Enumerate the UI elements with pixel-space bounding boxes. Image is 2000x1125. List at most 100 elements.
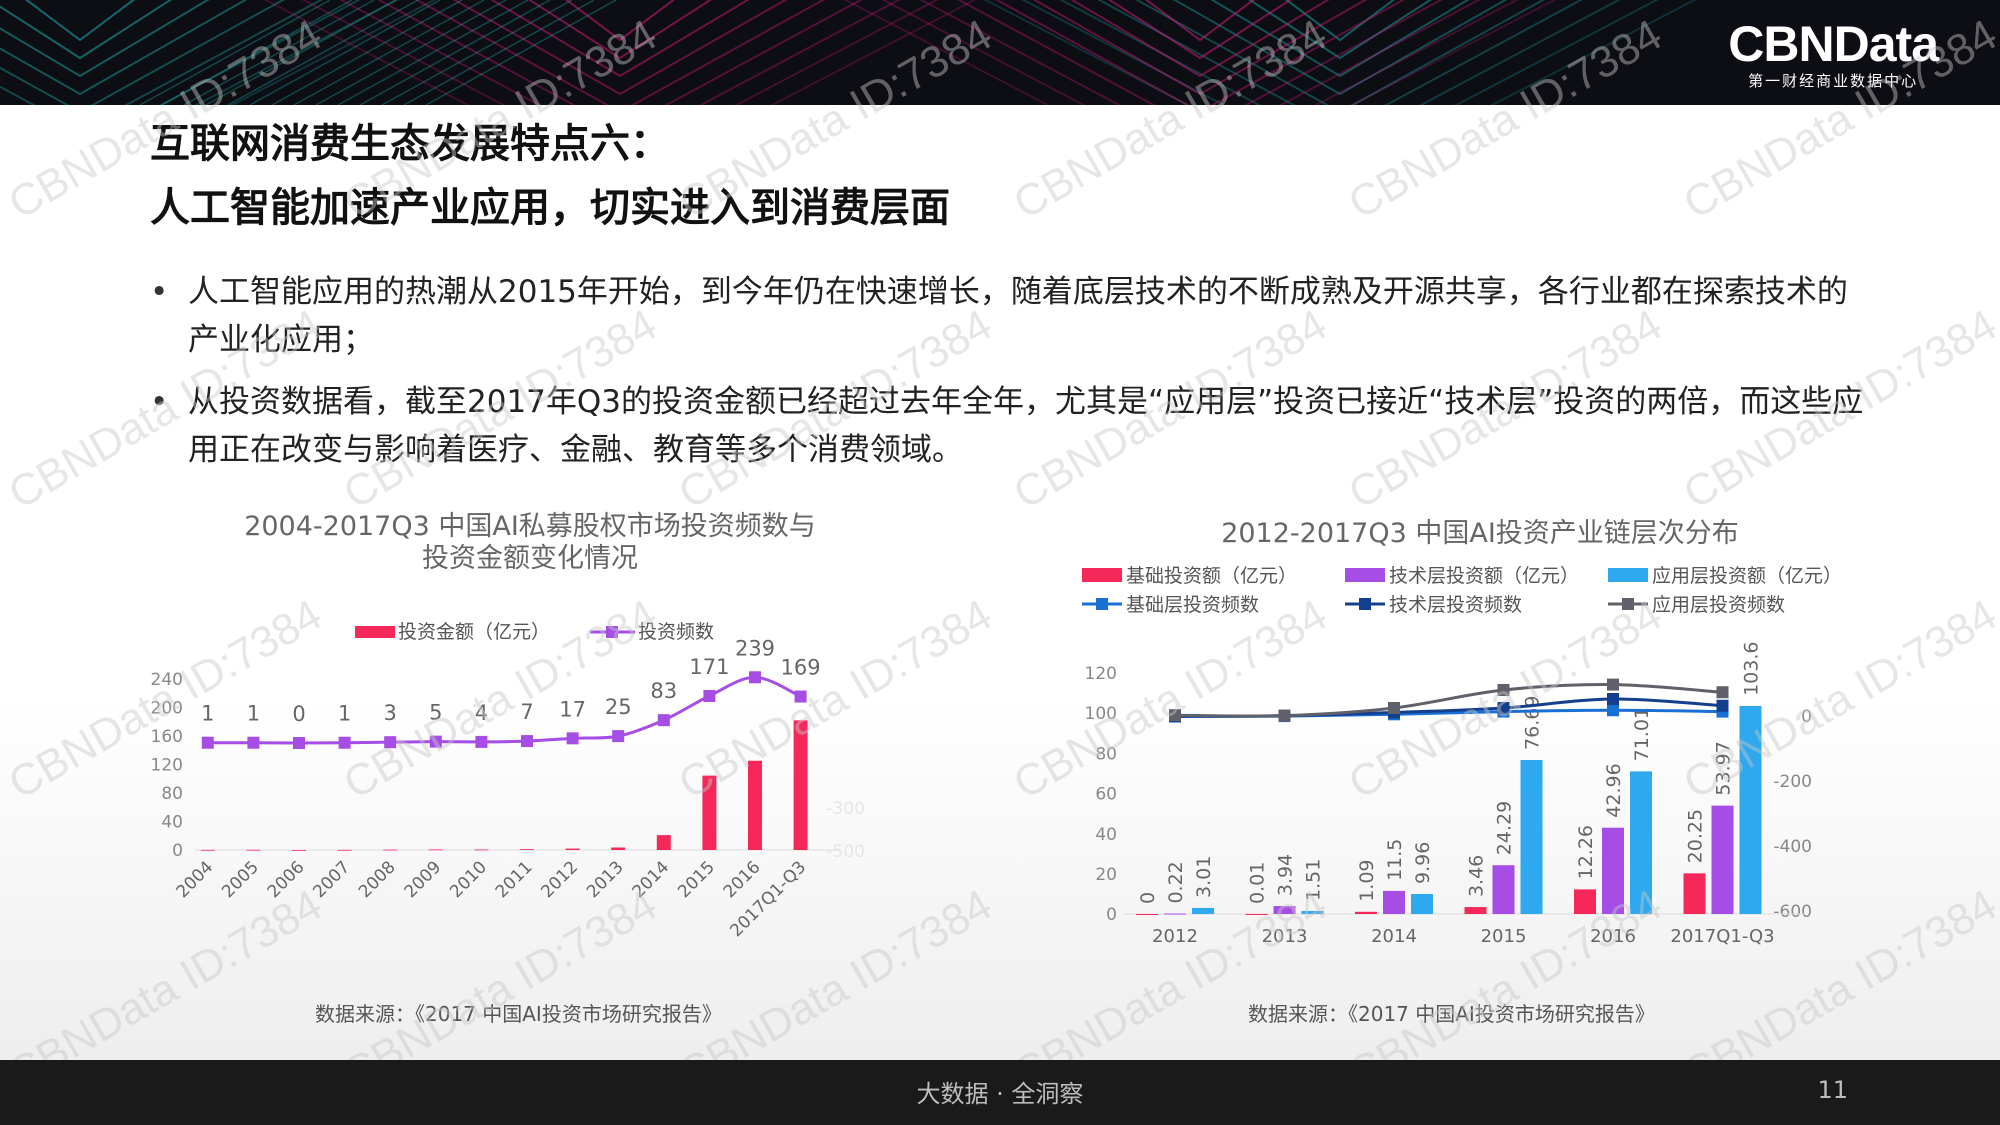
bar-basic: [1683, 873, 1706, 914]
banner-triangle: [301, 0, 939, 105]
bar-data-label: 20.25: [1685, 809, 1707, 863]
bar-investment: [656, 835, 671, 850]
x-tick-label: 2015: [674, 857, 719, 902]
bar-data-label: 103.6: [1741, 642, 1763, 696]
data-label-frequency: 1: [247, 702, 260, 726]
chart2-source: 数据来源：《2017 中国AI投资市场研究报告》: [1248, 1002, 1655, 1026]
legend-label: 应用层投资额（亿元）: [1652, 565, 1842, 587]
banner-triangle: [0, 0, 248, 96]
point-frequency: [475, 735, 488, 748]
legend-label: 基础投资额（亿元）: [1126, 565, 1297, 587]
banner-line: [249, 0, 441, 105]
page-title: 互联网消费生态发展特点六： 人工智能加速产业应用，切实进入到消费层面: [150, 112, 950, 240]
banner-triangle: [0, 0, 361, 105]
bar-investment: [246, 849, 261, 851]
banner-triangle: [994, 0, 1406, 105]
bar-investment: [702, 775, 717, 850]
legend-label: 应用层投资频数: [1652, 594, 1785, 616]
banner-triangle: [0, 0, 173, 60]
bar-technology: [1273, 906, 1296, 914]
y2-tick-label: -300: [826, 799, 865, 819]
x-tick-label: 2005: [218, 857, 263, 902]
legend-swatch-bar: [1082, 568, 1122, 582]
y-tick-label: 20: [1095, 865, 1117, 885]
y-tick-label: 40: [1095, 825, 1117, 845]
banner-triangle: [527, 0, 713, 60]
point-frequency: [1607, 678, 1619, 691]
legend-label: 技术层投资额（亿元）: [1389, 565, 1579, 587]
banner-triangle: [0, 0, 286, 105]
banner-triangle: [1097, 0, 1583, 105]
x-tick-label: 2014: [1371, 926, 1417, 947]
banner-triangle: [1107, 0, 1293, 60]
y-tick-label: 40: [161, 813, 183, 833]
banner-triangle: [565, 0, 675, 42]
bar-data-label: 9.96: [1412, 842, 1434, 884]
legend-label: 技术层投资频数: [1389, 594, 1522, 616]
chart1-title: 投资金额变化情况: [422, 543, 638, 574]
point-frequency: [1388, 702, 1400, 714]
y-tick-label: 200: [151, 699, 183, 719]
bar-basic: [1136, 914, 1158, 915]
bar-data-label: 11.5: [1384, 839, 1406, 881]
point-frequency: [1169, 709, 1181, 722]
y-tick-label: 240: [151, 670, 183, 690]
bar-technology: [1602, 827, 1624, 914]
title-line-1: 互联网消费生态发展特点六：: [150, 121, 670, 167]
cbndata-logo: CBNData 第一财经商业数据中心: [1728, 16, 1939, 91]
bullet-list: 人工智能应用的热潮从2015年开始，到今年仍在快速增长，随着底层技术的不断成熟及…: [150, 268, 1870, 488]
bar-investment: [793, 720, 808, 850]
y2-tick-label: -200: [1773, 772, 1812, 792]
title-line-2: 人工智能加速产业应用，切实进入到消费层面: [150, 185, 950, 231]
point-frequency: [201, 736, 214, 749]
bar-basic: [1355, 911, 1377, 914]
bar-technology: [1711, 805, 1734, 914]
data-label-frequency: 1: [338, 702, 351, 726]
point-frequency: [657, 714, 670, 727]
banner-line: [315, 0, 507, 105]
bar-data-label: 71.01: [1631, 707, 1653, 761]
banner-triangle: [1032, 0, 1368, 96]
bar-data-label: 12.26: [1575, 825, 1597, 879]
data-label-frequency: 239: [735, 636, 775, 660]
point-frequency: [749, 671, 761, 684]
banner-triangle: [1021, 0, 1659, 105]
banner-line: [425, 0, 617, 105]
chart1-title: 2004-2017Q3 中国AI私募股权市场投资频数与: [244, 511, 816, 542]
x-tick-label: 2010: [446, 857, 491, 902]
banner-triangle: [1070, 0, 1330, 78]
banner-triangle: [1172, 0, 1508, 96]
banner-line: [205, 0, 397, 105]
bar-data-label: 76.69: [1522, 696, 1544, 750]
banner-triangle: [957, 0, 1443, 105]
x-tick-label: 2014: [629, 857, 674, 902]
y-tick-label: 0: [172, 841, 183, 861]
y-tick-label: 0: [1106, 905, 1117, 925]
investment-frequency-chart: 2004-2017Q3 中国AI私募股权市场投资频数与投资金额变化情况投资金额（…: [151, 511, 865, 941]
banner-triangle: [919, 0, 1481, 105]
banner-triangle: [263, 0, 977, 105]
point-frequency: [384, 736, 397, 749]
bar-data-label: 24.29: [1494, 801, 1516, 855]
bar-application: [1630, 771, 1652, 914]
x-tick-label: 2015: [1481, 926, 1527, 947]
data-label-frequency: 0: [292, 702, 305, 726]
banner-line: [183, 0, 375, 105]
banner-triangle: [881, 0, 1519, 105]
banner-line: [403, 0, 595, 105]
banner-triangle: [1145, 0, 1255, 42]
banner-line: [139, 0, 331, 105]
banner-line: [337, 0, 529, 105]
data-label-frequency: 1: [201, 702, 214, 726]
bar-data-label: 0.22: [1165, 861, 1187, 903]
decorative-pattern: [0, 0, 1697, 105]
bar-investment: [292, 850, 306, 851]
bar-application: [1520, 759, 1543, 914]
point-frequency: [521, 735, 533, 748]
point-frequency: [1716, 699, 1729, 712]
banner-triangle: [25, 0, 135, 42]
footer: 大数据 · 全洞察 11: [0, 1060, 2000, 1125]
point-frequency: [1607, 693, 1619, 705]
legend-swatch-marker: [1622, 598, 1634, 610]
